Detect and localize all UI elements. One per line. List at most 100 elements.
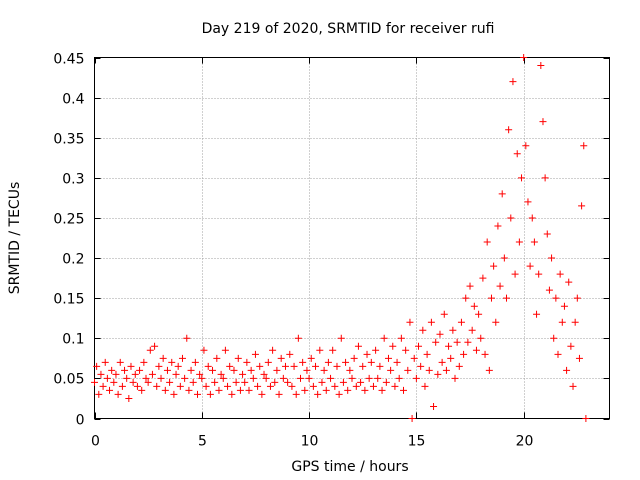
- data-point: [103, 374, 111, 382]
- data-point: [387, 366, 395, 374]
- data-point: [290, 362, 298, 370]
- data-point: [138, 386, 146, 394]
- data-point: [573, 294, 581, 302]
- data-point: [136, 366, 144, 374]
- data-point: [314, 390, 322, 398]
- data-point: [163, 366, 171, 374]
- data-point: [487, 294, 495, 302]
- data-point: [189, 378, 197, 386]
- data-point: [548, 254, 556, 262]
- data-point: [183, 334, 191, 342]
- data-point: [292, 390, 300, 398]
- data-point: [410, 354, 418, 362]
- data-point: [498, 190, 506, 198]
- data-point: [125, 394, 133, 402]
- data-point: [526, 262, 534, 270]
- data-point: [213, 354, 221, 362]
- data-point: [309, 382, 317, 390]
- data-point: [367, 358, 375, 366]
- data-point: [327, 374, 335, 382]
- y-axis-label: SRMTID / TECUs: [7, 182, 23, 295]
- data-point: [217, 370, 225, 378]
- data-points: [91, 54, 590, 422]
- data-point: [187, 366, 195, 374]
- data-point: [520, 54, 528, 61]
- data-point: [121, 366, 129, 374]
- data-point: [194, 390, 201, 398]
- data-point: [404, 366, 412, 374]
- data-point: [262, 374, 270, 382]
- data-point: [337, 334, 345, 342]
- x-axis-label: GPS time / hours: [291, 459, 408, 475]
- data-point: [539, 118, 547, 126]
- data-point: [342, 358, 350, 366]
- data-point: [580, 142, 588, 150]
- data-point: [307, 354, 315, 362]
- data-point: [279, 374, 287, 382]
- data-point: [299, 358, 307, 366]
- data-point: [556, 270, 564, 278]
- data-point: [472, 346, 480, 354]
- data-point: [567, 342, 575, 350]
- data-point: [434, 370, 442, 378]
- data-point: [530, 238, 538, 246]
- data-point: [312, 362, 320, 370]
- data-point: [331, 382, 339, 390]
- data-point: [234, 354, 242, 362]
- data-point: [348, 374, 356, 382]
- data-point: [318, 378, 326, 386]
- data-point: [204, 362, 212, 370]
- data-point: [241, 378, 249, 386]
- data-point: [455, 362, 463, 370]
- data-point: [206, 390, 214, 398]
- data-point: [301, 386, 309, 394]
- data-point: [99, 382, 107, 390]
- data-point: [209, 366, 217, 374]
- data-point: [462, 294, 470, 302]
- data-point: [415, 342, 423, 350]
- data-point: [114, 390, 122, 398]
- data-point: [269, 346, 277, 354]
- data-point: [382, 378, 390, 386]
- data-point: [172, 370, 180, 378]
- data-point: [494, 222, 502, 230]
- data-point: [457, 318, 465, 326]
- data-point: [425, 366, 433, 374]
- data-point: [408, 415, 416, 422]
- y-tick-label: 0: [76, 413, 85, 429]
- data-point: [159, 354, 167, 362]
- data-point: [344, 386, 352, 394]
- data-point: [354, 342, 362, 350]
- data-point: [537, 62, 545, 70]
- data-point: [490, 262, 498, 270]
- data-point: [453, 338, 461, 346]
- data-point: [271, 378, 279, 386]
- data-point: [477, 334, 485, 342]
- data-point: [350, 354, 358, 362]
- data-point: [421, 382, 429, 390]
- data-point: [148, 370, 156, 378]
- data-point: [569, 382, 577, 390]
- data-point: [402, 346, 410, 354]
- data-point: [470, 302, 478, 310]
- data-point: [578, 202, 586, 210]
- data-point: [129, 378, 137, 386]
- data-point: [550, 334, 558, 342]
- data-point: [384, 354, 392, 362]
- data-point: [140, 358, 148, 366]
- data-point: [161, 386, 169, 394]
- data-point: [412, 374, 420, 382]
- data-point: [110, 378, 118, 386]
- data-point: [101, 358, 109, 366]
- data-point: [281, 362, 289, 370]
- data-point: [481, 350, 489, 358]
- data-point: [507, 214, 515, 222]
- data-point: [545, 286, 553, 294]
- y-tick-label: 0.15: [53, 292, 84, 308]
- data-point: [423, 350, 431, 358]
- data-point: [185, 386, 193, 394]
- data-point: [322, 386, 330, 394]
- data-point: [236, 386, 244, 394]
- data-point: [249, 374, 257, 382]
- data-point: [541, 174, 549, 182]
